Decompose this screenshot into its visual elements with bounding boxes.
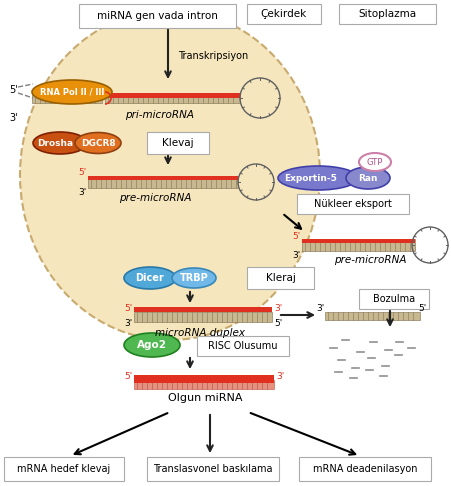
Text: microRNA duplex: microRNA duplex — [155, 328, 244, 338]
FancyBboxPatch shape — [358, 289, 428, 309]
Text: GTP: GTP — [366, 157, 382, 167]
FancyBboxPatch shape — [147, 457, 278, 481]
Text: 5': 5' — [273, 318, 281, 328]
Text: 3': 3' — [291, 250, 299, 260]
FancyBboxPatch shape — [246, 267, 313, 289]
FancyBboxPatch shape — [88, 176, 238, 188]
Ellipse shape — [172, 268, 216, 288]
FancyBboxPatch shape — [299, 457, 430, 481]
Text: 5': 5' — [417, 303, 425, 312]
Ellipse shape — [345, 167, 389, 189]
Text: Drosha: Drosha — [37, 139, 73, 147]
FancyBboxPatch shape — [4, 457, 124, 481]
Text: RNA Pol II / III: RNA Pol II / III — [40, 87, 104, 97]
Ellipse shape — [32, 80, 112, 104]
Text: 3': 3' — [9, 113, 18, 123]
FancyBboxPatch shape — [296, 194, 408, 214]
Ellipse shape — [33, 132, 87, 154]
Text: mRNA hedef klevaj: mRNA hedef klevaj — [17, 464, 110, 474]
FancyBboxPatch shape — [301, 239, 414, 251]
FancyBboxPatch shape — [147, 132, 208, 154]
Text: 5': 5' — [9, 85, 18, 95]
Text: Ago2: Ago2 — [137, 340, 166, 350]
FancyBboxPatch shape — [88, 176, 238, 180]
Ellipse shape — [277, 166, 357, 190]
FancyBboxPatch shape — [133, 307, 272, 312]
Ellipse shape — [20, 10, 319, 340]
Ellipse shape — [75, 133, 121, 154]
Text: TRBP: TRBP — [179, 273, 208, 283]
Text: pre-microRNA: pre-microRNA — [119, 193, 191, 203]
Text: Çekirdek: Çekirdek — [260, 9, 306, 19]
FancyBboxPatch shape — [79, 4, 235, 28]
Text: miRNA gen vada intron: miRNA gen vada intron — [97, 11, 217, 21]
Text: Translasvonel baskılama: Translasvonel baskılama — [153, 464, 272, 474]
FancyBboxPatch shape — [133, 312, 272, 322]
Text: 3': 3' — [273, 303, 281, 312]
Text: Dicer: Dicer — [135, 273, 164, 283]
Text: Sitoplazma: Sitoplazma — [358, 9, 416, 19]
FancyBboxPatch shape — [32, 93, 102, 103]
Text: RISC Olusumu: RISC Olusumu — [208, 341, 277, 351]
Text: pri-microRNA: pri-microRNA — [125, 110, 194, 120]
FancyBboxPatch shape — [133, 380, 273, 389]
Text: 3': 3' — [275, 371, 284, 381]
FancyBboxPatch shape — [133, 375, 273, 380]
FancyBboxPatch shape — [246, 4, 320, 24]
Text: 5': 5' — [78, 168, 86, 176]
Text: 5': 5' — [291, 231, 299, 241]
FancyBboxPatch shape — [105, 93, 239, 103]
Text: Transkripsiyon: Transkripsiyon — [178, 51, 248, 61]
Text: mRNA deadenilasyon: mRNA deadenilasyon — [312, 464, 416, 474]
Text: Exportin-5: Exportin-5 — [284, 174, 337, 183]
Ellipse shape — [358, 153, 390, 171]
FancyBboxPatch shape — [105, 93, 239, 98]
FancyBboxPatch shape — [301, 239, 414, 243]
Text: Klevaj: Klevaj — [162, 138, 193, 148]
Text: 3': 3' — [315, 303, 323, 312]
Text: Ran: Ran — [358, 174, 377, 183]
Text: pre-microRNA: pre-microRNA — [333, 255, 405, 265]
FancyBboxPatch shape — [197, 336, 288, 356]
Text: Bozulma: Bozulma — [372, 294, 414, 304]
Text: 5': 5' — [124, 371, 132, 381]
Text: DGCR8: DGCR8 — [81, 139, 115, 147]
Text: Kleraj: Kleraj — [265, 273, 295, 283]
Text: 3': 3' — [78, 188, 86, 196]
Text: Nükleer eksport: Nükleer eksport — [313, 199, 391, 209]
Ellipse shape — [124, 333, 179, 357]
Text: 3': 3' — [124, 318, 132, 328]
Text: Olgun miRNA: Olgun miRNA — [167, 393, 242, 403]
Text: 5': 5' — [124, 303, 132, 312]
Ellipse shape — [124, 267, 175, 289]
FancyBboxPatch shape — [133, 380, 273, 383]
FancyBboxPatch shape — [324, 312, 419, 320]
FancyBboxPatch shape — [338, 4, 435, 24]
